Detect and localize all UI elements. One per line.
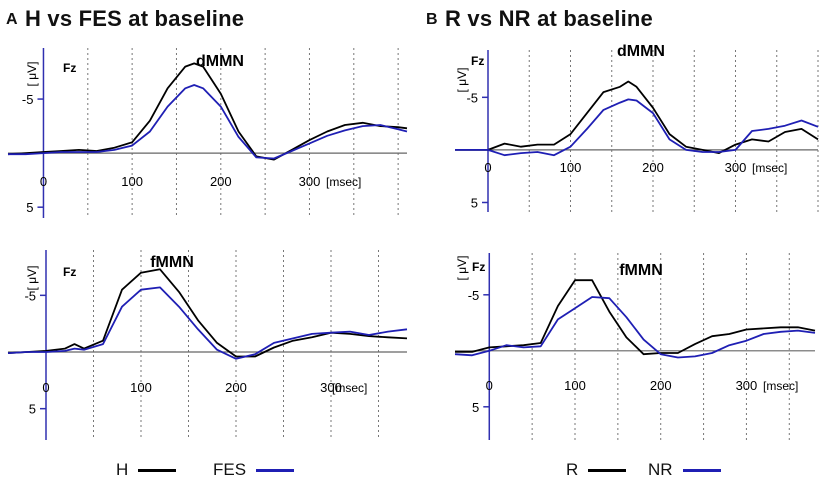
legend-a-item-h: H [116,460,177,480]
chart-3-x-tick-label: 200 [642,160,664,175]
chart-1-channel-label: Fz [63,61,76,75]
chart-1-y-tick-label: 5 [26,200,33,215]
chart-3-x-tick-label: 0 [484,160,491,175]
chart-1-y-label: [ μV] [25,62,39,87]
chart-1-series-fes [8,84,408,160]
chart-2-x-unit-label: [msec] [332,381,367,395]
chart-4-series-nr [454,296,816,359]
panel-b-letter: B [426,11,438,28]
legend-b-label-nr: NR [648,460,673,479]
chart-2-x-tick-label: 100 [130,380,152,395]
chart-4-x-unit-label: [msec] [763,379,798,393]
legend-a-item-fes: FES [213,460,295,480]
chart-3-y-tick-label: -5 [466,90,478,105]
chart-4-channel-label: Fz [472,260,485,274]
chart-2-x-tick-label: 0 [42,380,49,395]
panel-b-title: R vs NR at baseline [445,6,653,31]
chart-1-series-h [7,62,408,161]
chart-1-x-tick-label: 300 [299,174,321,189]
chart-2-y-label: [ μV] [25,266,39,291]
chart-2-series-h [7,268,408,358]
chart-4-x-tick-label: 200 [650,378,672,393]
chart-2-y-tick-label: -5 [24,288,36,303]
chart-3-x-tick-label: 300 [725,160,747,175]
chart-2-x-tick-label: 300 [320,380,342,395]
chart-4-y-label: [ μV] [455,256,469,281]
legend-b-item-r: R [566,460,627,480]
legend-b-swatch-nr [682,468,721,472]
chart-3-x-tick-label: 100 [560,160,582,175]
chart-1-x-tick-label: 100 [121,174,143,189]
chart-3-y-label: [ μV] [455,68,469,93]
chart-1-title: dMMN [196,53,244,70]
chart-3-series-r [455,80,819,155]
chart-3-series-nr [455,98,819,157]
legend-a-label-fes: FES [213,460,247,479]
chart-4-series-r [455,279,816,356]
legend-a-swatch-fes [256,468,295,472]
chart-2-title: fMMN [150,254,194,271]
chart-4-x-tick-label: 300 [736,378,758,393]
legend-b-swatch-r [588,468,627,472]
chart-4-y-tick-label: 5 [472,400,479,415]
panel-a-title: H vs FES at baseline [25,6,245,31]
chart-1-y-tick-label: -5 [22,92,34,107]
chart-2-y-tick-label: 5 [29,402,36,417]
chart-2-series-fes [7,286,408,360]
chart-2-x-tick-label: 200 [225,380,247,395]
chart-3-y-tick-label: 5 [471,195,478,210]
chart-1-x-tick-label: 200 [210,174,232,189]
chart-3-title: dMMN [617,43,665,60]
chart-3-x-unit-label: [msec] [752,161,787,175]
legend-b-item-nr: NR [648,460,721,480]
panel-a-letter: A [6,11,18,28]
legend-a-label-h: H [116,460,129,479]
legend-a-swatch-h [138,468,177,472]
chart-3-channel-label: Fz [471,54,484,68]
chart-4-title: fMMN [619,262,663,279]
chart-1-x-unit-label: [msec] [326,175,361,189]
chart-4-x-tick-label: 100 [564,378,586,393]
legend-b-label-r: R [566,460,579,479]
chart-1-x-tick-label: 0 [40,174,47,189]
chart-4-y-tick-label: -5 [468,288,480,303]
chart-2-channel-label: Fz [63,265,76,279]
chart-4-x-tick-label: 0 [486,378,493,393]
